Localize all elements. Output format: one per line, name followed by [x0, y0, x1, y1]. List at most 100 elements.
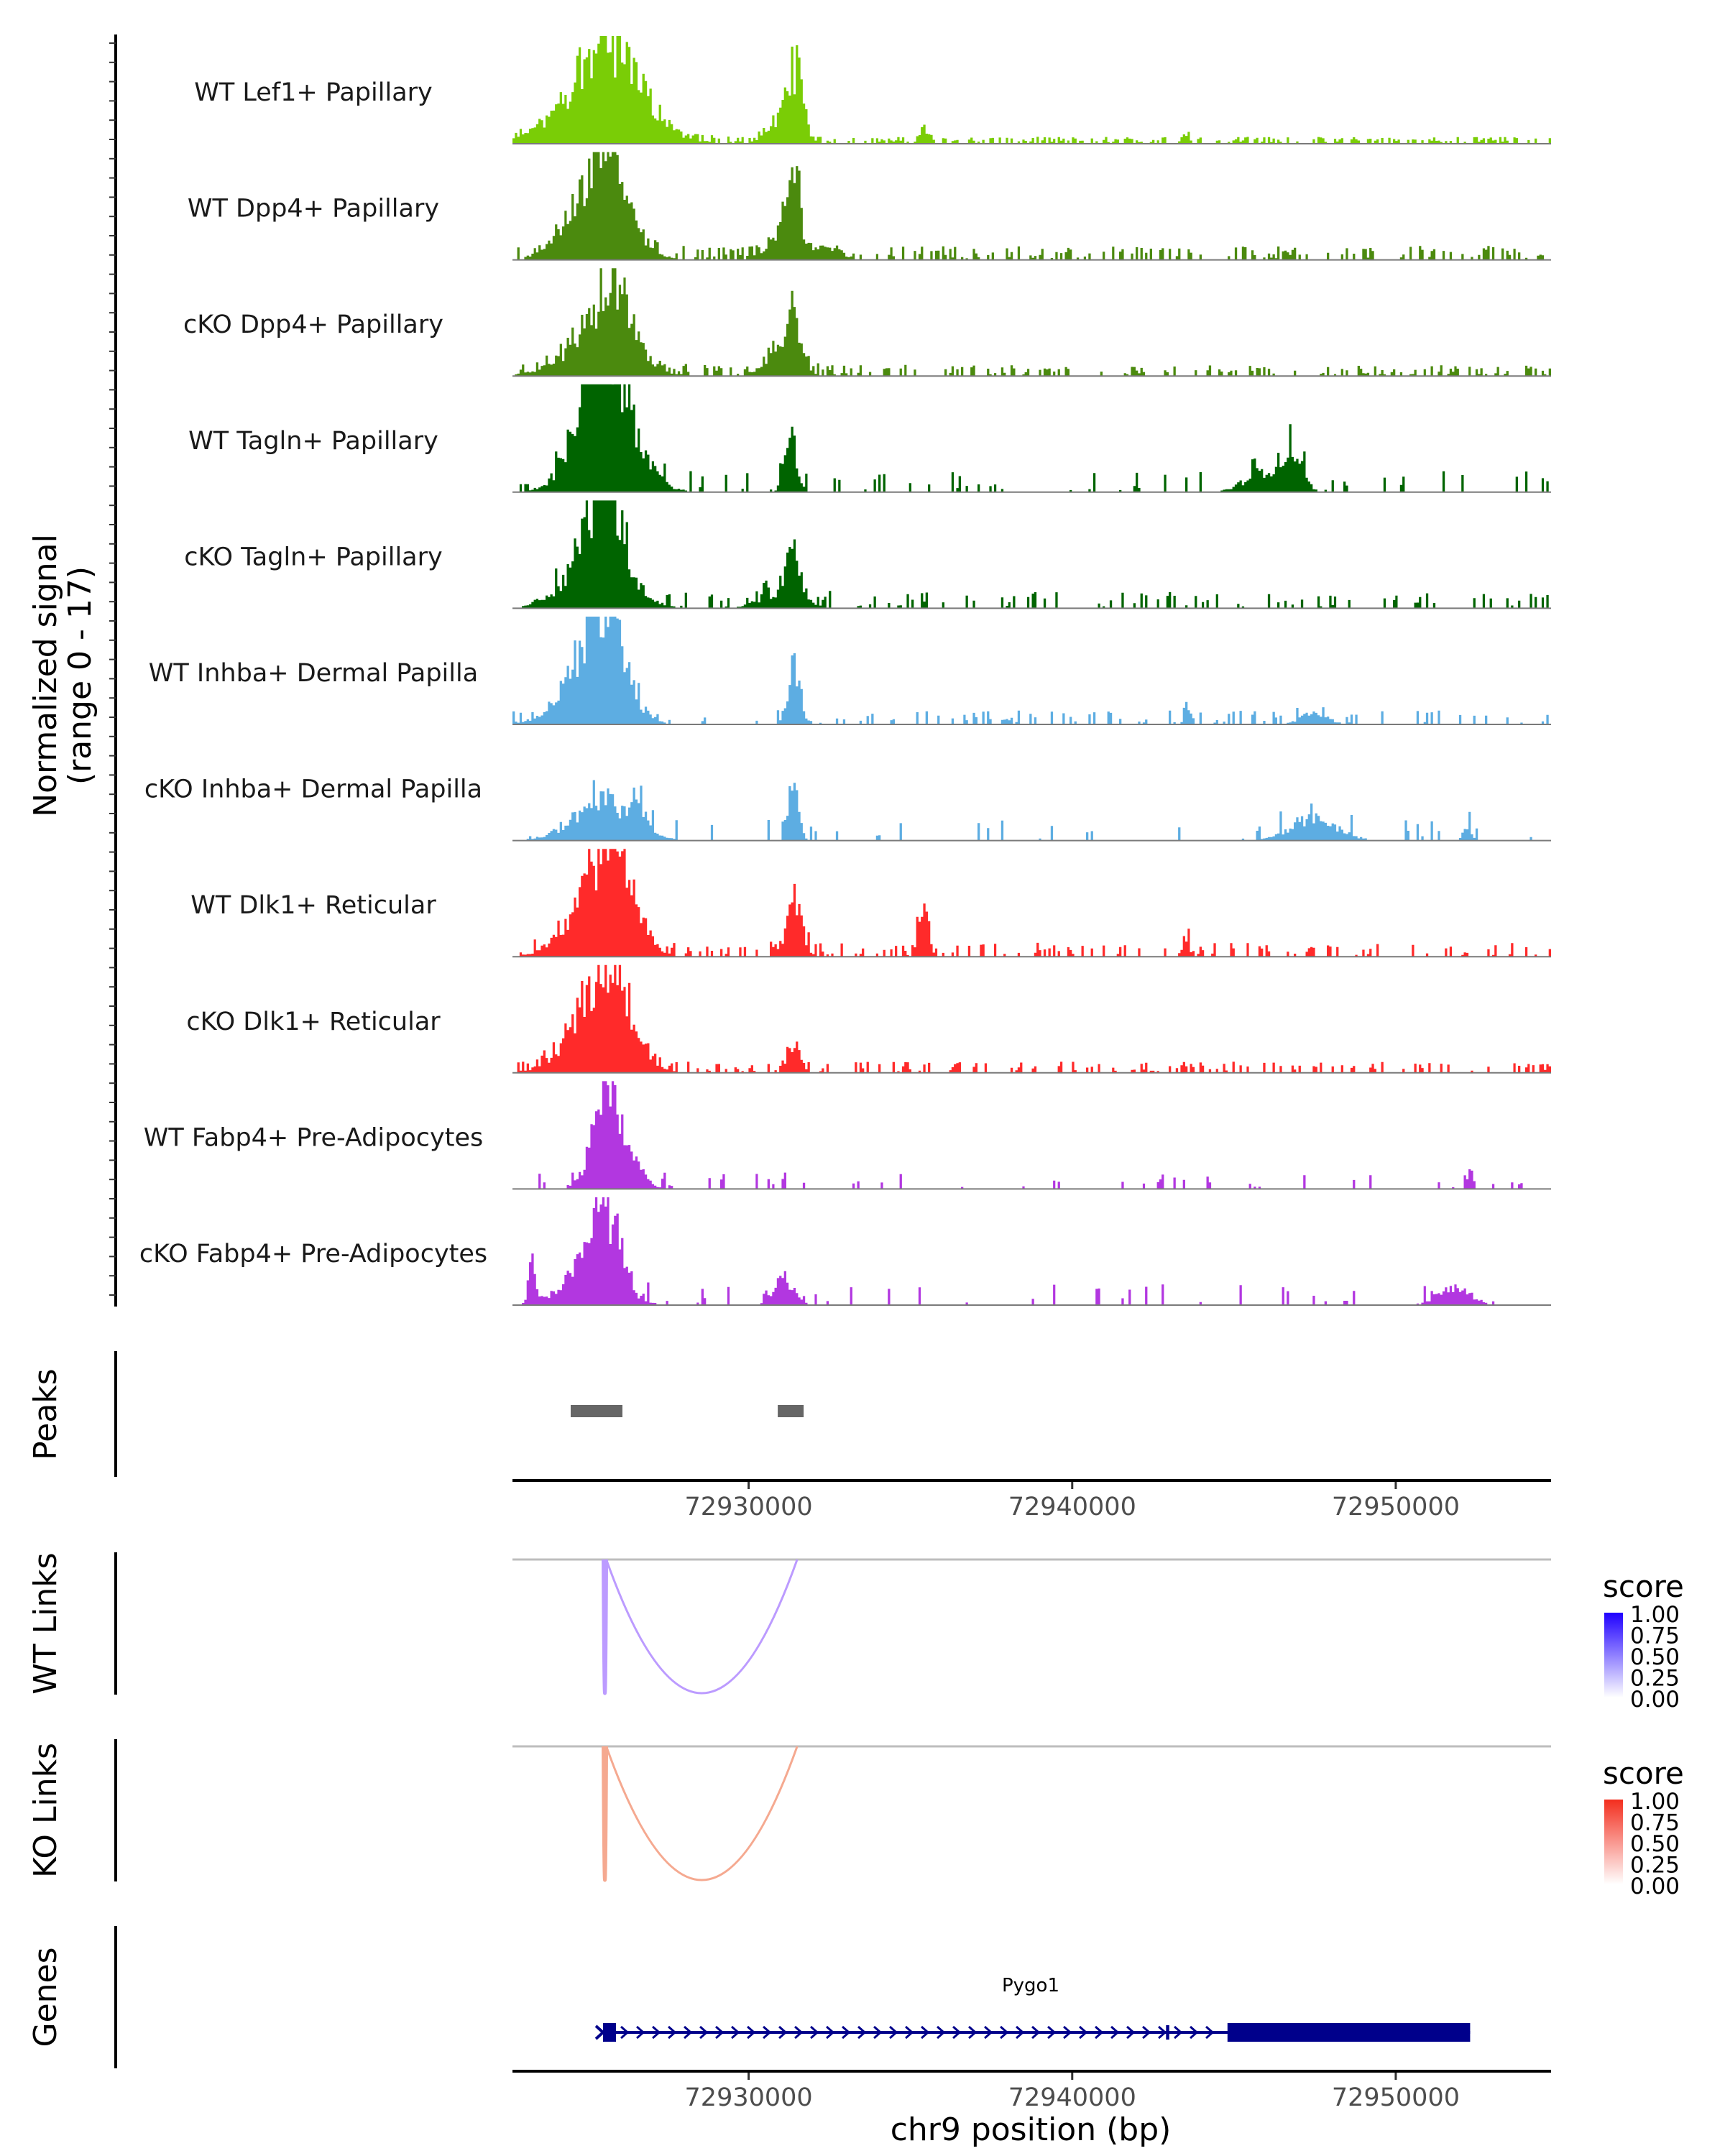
strand-arrow: [652, 2025, 661, 2040]
coverage-track-label-8: cKO Dlk1+ Reticular: [186, 1008, 441, 1036]
coverage-track-8: cKO Dlk1+ Reticular: [186, 964, 1551, 1074]
strand-arrow: [984, 2025, 993, 2040]
strand-arrow: [684, 2025, 693, 2040]
coverage-y-title-line2: (range 0 - 17): [62, 566, 98, 785]
strand-arrow: [905, 2025, 914, 2040]
strand-arrow: [857, 2025, 867, 2040]
x-axis-ticks-bottom: 72930000 72940000 72950000: [685, 2073, 1460, 2112]
ko-links-arcs: [512, 1745, 1551, 1882]
coverage-track-label-4: cKO Tagln+ Papillary: [184, 543, 443, 571]
coverage-area-7: [512, 849, 1551, 957]
legend-title: score: [1603, 1756, 1684, 1791]
legend-tick-label: 0.00: [1630, 1687, 1680, 1713]
genes-track-label: Genes: [27, 1947, 64, 2047]
coverage-track-label-1: WT Dpp4+ Papillary: [188, 195, 439, 224]
coverage-track-0: WT Lef1+ Papillary: [194, 36, 1551, 144]
coverage-track-label-5: WT Inhba+ Dermal Papilla: [149, 659, 478, 688]
strand-arrow: [1031, 2025, 1041, 2040]
coverage-area-8: [512, 964, 1551, 1073]
strand-arrow: [937, 2025, 946, 2040]
legend-tick-label: 0.75: [1630, 1810, 1680, 1836]
coverage-area-2: [512, 268, 1551, 377]
strand-arrow: [952, 2025, 962, 2040]
coverage-track-label-9: WT Fabp4+ Pre-Adipocytes: [144, 1123, 483, 1152]
gene-exon-1: [1166, 2025, 1169, 2040]
legend-tick-label: 0.50: [1630, 1644, 1680, 1670]
strand-arrow: [1142, 2025, 1151, 2040]
strand-arrow: [810, 2025, 819, 2040]
coverage-area-9: [512, 1081, 1551, 1189]
legend-tick-label: 1.00: [1630, 1789, 1680, 1815]
coverage-track-7: WT Dlk1+ Reticular: [190, 849, 1551, 958]
strand-arrow: [778, 2025, 788, 2040]
coverage-area-4: [512, 500, 1551, 609]
link-arc-1: [605, 1559, 799, 1695]
x-axis-title: chr9 position (bp): [891, 2111, 1172, 2148]
gene-start-arrow: [594, 2024, 606, 2040]
coverage-area-1: [512, 152, 1551, 260]
x-tick-label: 72930000: [685, 1493, 813, 1521]
strand-arrow: [968, 2025, 978, 2040]
peak-region-1: [778, 1405, 804, 1417]
strand-arrow: [842, 2025, 851, 2040]
coverage-area-3: [512, 384, 1551, 492]
strand-arrow: [763, 2025, 772, 2040]
coverage-track-label-3: WT Tagln+ Papillary: [188, 427, 438, 456]
strand-arrow: [826, 2025, 835, 2040]
strand-arrow: [715, 2025, 724, 2040]
wt-links-track-label: WT Links: [27, 1552, 64, 1694]
link-arc-1: [605, 1746, 799, 1881]
coverage-track-label-0: WT Lef1+ Papillary: [194, 78, 433, 107]
gene-exon-0: [603, 2023, 616, 2042]
coverage-area-6: [512, 780, 1551, 841]
x-tick-label: 72950000: [1332, 2083, 1460, 2112]
strand-arrow: [1190, 2025, 1199, 2040]
gene-exon-2: [1227, 2023, 1471, 2042]
legend-tick-label: 0.25: [1630, 1853, 1680, 1879]
legend-tick-label: 1.00: [1630, 1602, 1680, 1628]
peak-regions: [571, 1405, 804, 1417]
coverage-track-2: cKO Dpp4+ Papillary: [183, 268, 1551, 377]
strand-arrow: [668, 2025, 677, 2040]
strand-arrow: [731, 2025, 740, 2040]
legend-tick-label: 0.25: [1630, 1666, 1680, 1692]
coverage-track-label-6: cKO Inhba+ Dermal Papilla: [144, 775, 482, 804]
link-arc-0: [602, 1559, 609, 1695]
strand-arrow: [1205, 2025, 1215, 2040]
strand-arrow: [1063, 2025, 1072, 2040]
x-axis-ticks-top: 72930000 72940000 72950000: [685, 1482, 1460, 1521]
legend-tick-label: 0.00: [1630, 1874, 1680, 1899]
ko-links-track-label: KO Links: [27, 1743, 64, 1878]
coverage-track-label-7: WT Dlk1+ Reticular: [190, 891, 436, 920]
strand-arrow: [1095, 2025, 1104, 2040]
coverage-area-0: [512, 36, 1551, 144]
strand-arrow: [1174, 2025, 1183, 2040]
gene-name-label: Pygo1: [1002, 1975, 1059, 1996]
strand-arrow: [1016, 2025, 1025, 2040]
strand-arrow: [699, 2025, 709, 2040]
strand-arrow: [636, 2025, 645, 2040]
strand-arrow: [1047, 2025, 1057, 2040]
x-tick-label: 72940000: [1008, 1493, 1136, 1521]
x-tick-label: 72930000: [685, 2083, 813, 2112]
wt-links-arcs: [512, 1558, 1551, 1695]
coverage-y-title-line1: Normalized signal: [27, 534, 64, 817]
coverage-area-10: [512, 1197, 1551, 1305]
strand-arrow: [1079, 2025, 1088, 2040]
coverage-track-label-2: cKO Dpp4+ Papillary: [183, 310, 443, 339]
strand-arrow: [620, 2025, 630, 2040]
strand-arrow: [794, 2025, 804, 2040]
legend-tick-label: 0.75: [1630, 1623, 1680, 1649]
peaks-track-label: Peaks: [27, 1368, 64, 1460]
legend-title: score: [1603, 1569, 1684, 1604]
coverage-track-1: WT Dpp4+ Papillary: [188, 152, 1551, 261]
strand-arrow: [1000, 2025, 1009, 2040]
coverage-area-5: [512, 617, 1551, 724]
gene-model: [594, 2023, 1471, 2042]
coverage-track-6: cKO Inhba+ Dermal Papilla: [144, 775, 1551, 842]
x-tick-label: 72950000: [1332, 1493, 1460, 1521]
strand-arrow: [873, 2025, 883, 2040]
